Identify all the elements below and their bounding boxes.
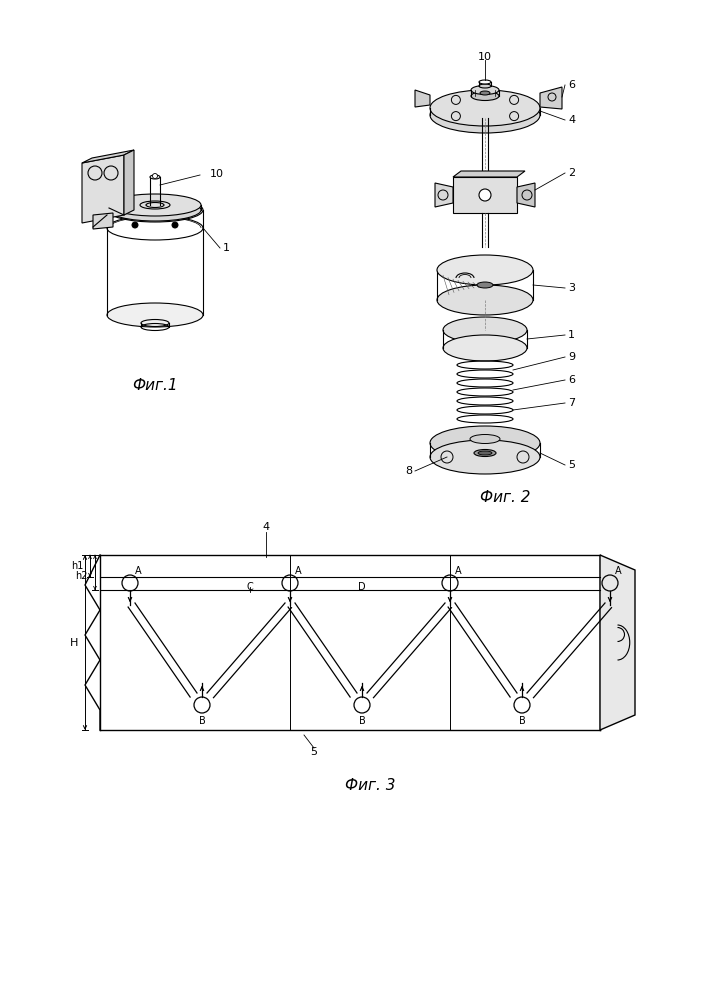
Ellipse shape (471, 86, 499, 95)
Text: h2: h2 (76, 571, 88, 581)
Polygon shape (124, 150, 134, 215)
Text: h1: h1 (71, 561, 83, 571)
Text: D: D (358, 582, 366, 592)
Ellipse shape (430, 426, 540, 460)
Ellipse shape (479, 84, 491, 88)
Text: 6: 6 (568, 80, 575, 90)
Circle shape (153, 174, 158, 178)
Polygon shape (540, 87, 562, 109)
Polygon shape (82, 155, 124, 223)
Ellipse shape (478, 451, 492, 455)
Text: B: B (519, 716, 525, 726)
Polygon shape (93, 213, 113, 229)
Circle shape (479, 189, 491, 201)
Ellipse shape (430, 97, 540, 133)
Text: 2: 2 (568, 168, 575, 178)
Text: 1: 1 (568, 330, 575, 340)
Text: 4: 4 (262, 522, 269, 532)
Text: A: A (135, 566, 141, 576)
Text: A: A (295, 566, 302, 576)
Text: C: C (247, 582, 253, 592)
Text: 8: 8 (405, 466, 412, 476)
Ellipse shape (443, 335, 527, 361)
Text: 7: 7 (568, 398, 575, 408)
Text: 3: 3 (568, 283, 575, 293)
Ellipse shape (479, 80, 491, 84)
Ellipse shape (437, 255, 533, 285)
Ellipse shape (430, 440, 540, 474)
Ellipse shape (109, 199, 201, 221)
Text: B: B (199, 716, 205, 726)
Ellipse shape (150, 175, 160, 179)
Polygon shape (435, 183, 453, 207)
Ellipse shape (107, 303, 203, 327)
Polygon shape (415, 90, 430, 107)
Ellipse shape (443, 317, 527, 343)
Text: 1: 1 (223, 243, 230, 253)
Text: 10: 10 (478, 52, 492, 62)
Polygon shape (453, 171, 525, 177)
Text: Фиг.1: Фиг.1 (132, 377, 178, 392)
Text: 5: 5 (310, 747, 317, 757)
Text: Фиг. 2: Фиг. 2 (480, 490, 530, 506)
Ellipse shape (109, 194, 201, 216)
Text: H: H (69, 638, 78, 648)
Text: 5: 5 (568, 460, 575, 470)
Circle shape (172, 222, 178, 228)
Ellipse shape (107, 198, 203, 222)
Polygon shape (517, 183, 535, 207)
Circle shape (132, 222, 138, 228)
Text: 9: 9 (568, 352, 575, 362)
Ellipse shape (437, 285, 533, 315)
Text: A: A (615, 566, 621, 576)
Polygon shape (453, 177, 517, 213)
Text: 4: 4 (568, 115, 575, 125)
Polygon shape (600, 555, 635, 730)
Ellipse shape (471, 92, 499, 101)
Text: 10: 10 (210, 169, 224, 179)
Ellipse shape (470, 434, 500, 444)
Text: A: A (455, 566, 462, 576)
Text: Фиг. 3: Фиг. 3 (345, 778, 395, 792)
Ellipse shape (480, 91, 490, 95)
Text: 6: 6 (568, 375, 575, 385)
Polygon shape (82, 150, 134, 163)
Ellipse shape (430, 90, 540, 126)
Text: B: B (358, 716, 366, 726)
Ellipse shape (477, 282, 493, 288)
Ellipse shape (474, 450, 496, 456)
